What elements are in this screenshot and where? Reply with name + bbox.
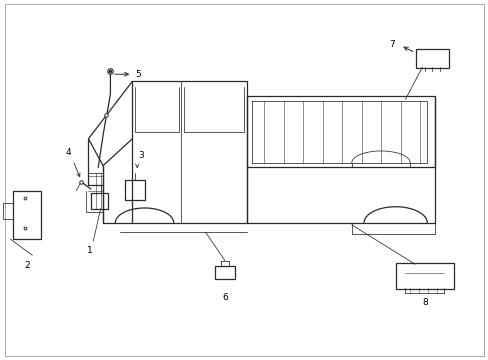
Text: 8: 8: [421, 298, 427, 307]
Bar: [125, 180, 144, 200]
Text: 2: 2: [25, 261, 30, 270]
Text: 4: 4: [65, 148, 71, 157]
Text: 3: 3: [139, 151, 144, 160]
Text: 1: 1: [86, 246, 92, 255]
Bar: [215, 266, 234, 279]
Text: 5: 5: [135, 70, 140, 79]
Text: 6: 6: [222, 293, 227, 302]
Bar: [13, 191, 41, 239]
Text: 7: 7: [388, 40, 394, 49]
